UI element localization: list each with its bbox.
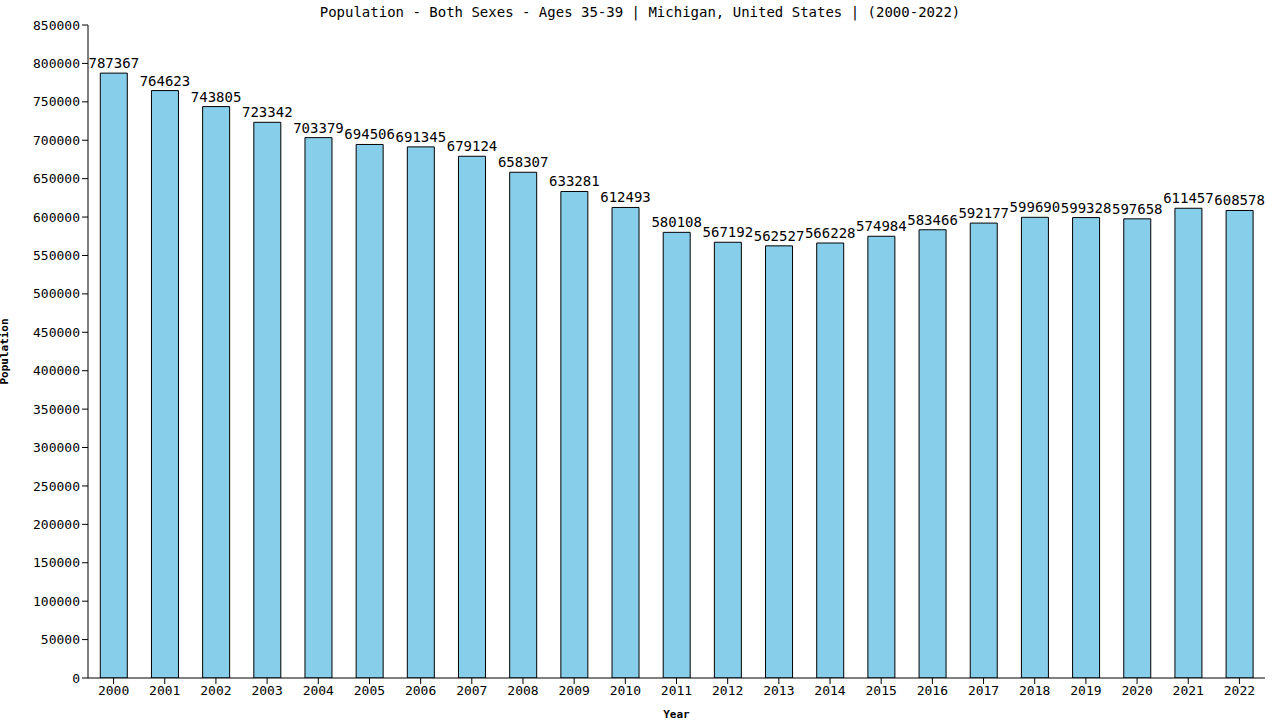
svg-text:2017: 2017 — [968, 683, 999, 698]
svg-text:150000: 150000 — [33, 555, 80, 570]
svg-text:599690: 599690 — [1010, 199, 1061, 215]
svg-text:50000: 50000 — [41, 632, 80, 647]
svg-text:764623: 764623 — [140, 73, 191, 89]
svg-text:500000: 500000 — [33, 286, 80, 301]
svg-text:450000: 450000 — [33, 325, 80, 340]
svg-text:2009: 2009 — [558, 683, 589, 698]
svg-text:723342: 723342 — [242, 104, 293, 120]
svg-text:Year: Year — [663, 708, 690, 720]
svg-text:100000: 100000 — [33, 594, 80, 609]
svg-text:300000: 300000 — [33, 440, 80, 455]
svg-text:400000: 400000 — [33, 363, 80, 378]
svg-text:600000: 600000 — [33, 210, 80, 225]
svg-text:611457: 611457 — [1163, 190, 1214, 206]
svg-text:566228: 566228 — [805, 225, 856, 241]
svg-text:650000: 650000 — [33, 171, 80, 186]
svg-text:2004: 2004 — [303, 683, 334, 698]
svg-text:2012: 2012 — [712, 683, 743, 698]
svg-text:592177: 592177 — [958, 205, 1009, 221]
svg-text:612493: 612493 — [600, 189, 651, 205]
svg-text:2007: 2007 — [456, 683, 487, 698]
svg-text:567192: 567192 — [703, 224, 754, 240]
svg-text:2010: 2010 — [610, 683, 641, 698]
svg-text:2011: 2011 — [661, 683, 692, 698]
svg-text:743805: 743805 — [191, 89, 242, 105]
svg-text:787367: 787367 — [88, 55, 139, 71]
svg-text:2021: 2021 — [1173, 683, 1204, 698]
svg-text:608578: 608578 — [1214, 192, 1265, 208]
svg-text:2016: 2016 — [917, 683, 948, 698]
svg-text:2022: 2022 — [1224, 683, 1255, 698]
svg-text:597658: 597658 — [1112, 201, 1163, 217]
svg-text:250000: 250000 — [33, 479, 80, 494]
svg-text:2013: 2013 — [763, 683, 794, 698]
svg-text:2000: 2000 — [98, 683, 129, 698]
svg-text:2001: 2001 — [149, 683, 180, 698]
svg-text:562527: 562527 — [754, 228, 805, 244]
svg-text:599328: 599328 — [1061, 200, 1112, 216]
svg-text:Population: Population — [8, 318, 11, 384]
svg-text:2006: 2006 — [405, 683, 436, 698]
svg-text:2018: 2018 — [1019, 683, 1050, 698]
svg-text:0: 0 — [72, 671, 80, 686]
svg-text:2015: 2015 — [866, 683, 897, 698]
svg-text:2002: 2002 — [200, 683, 231, 698]
svg-text:850000: 850000 — [33, 18, 80, 33]
svg-text:580108: 580108 — [651, 214, 702, 230]
svg-text:679124: 679124 — [447, 138, 498, 154]
svg-text:200000: 200000 — [33, 517, 80, 532]
html-text:Population - Both Sexes - Ages: Population - Both Sexes - Ages 35-39 | M… — [319, 4, 961, 20]
svg-text:800000: 800000 — [33, 56, 80, 71]
svg-text:694506: 694506 — [344, 126, 395, 142]
svg-text:2003: 2003 — [251, 683, 282, 698]
svg-text:583466: 583466 — [907, 212, 958, 228]
svg-text:2014: 2014 — [814, 683, 845, 698]
svg-text:2020: 2020 — [1121, 683, 1152, 698]
svg-text:2005: 2005 — [354, 683, 385, 698]
svg-text:633281: 633281 — [549, 173, 600, 189]
svg-text:691345: 691345 — [396, 129, 447, 145]
svg-text:2019: 2019 — [1070, 683, 1101, 698]
svg-text:703379: 703379 — [293, 120, 344, 136]
svg-text:350000: 350000 — [33, 402, 80, 417]
svg-text:658307: 658307 — [498, 154, 549, 170]
svg-text:2008: 2008 — [507, 683, 538, 698]
svg-text:574984: 574984 — [856, 218, 907, 234]
svg-text:550000: 550000 — [33, 248, 80, 263]
svg-text:750000: 750000 — [33, 94, 80, 109]
svg-text:700000: 700000 — [33, 133, 80, 148]
